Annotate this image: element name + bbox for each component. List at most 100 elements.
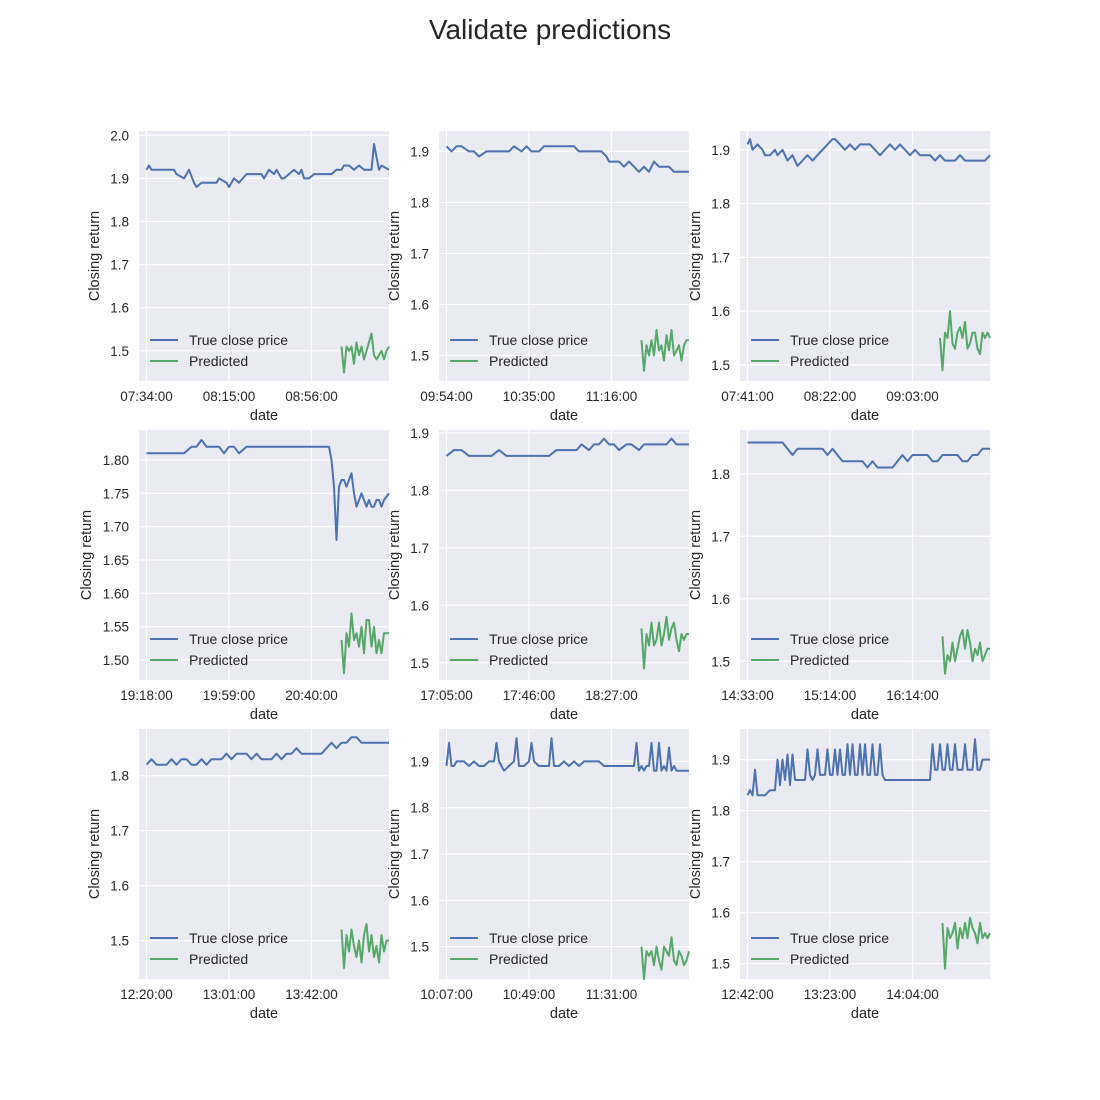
x-tick-label: 08:56:00 [285, 389, 338, 404]
x-tick-label: 08:15:00 [203, 389, 256, 404]
predicted-line [640, 936, 690, 980]
y-tick-label: 1.6 [410, 893, 429, 908]
x-tick-label: 08:22:00 [804, 389, 857, 404]
y-tick-label: 1.5 [711, 654, 730, 669]
y-tick-label: 1.80 [103, 453, 129, 468]
y-axis-label: Closing return [387, 211, 403, 301]
y-tick-label: 1.55 [103, 620, 129, 635]
y-tick-label: 1.5 [110, 344, 129, 359]
y-tick-label: 1.5 [110, 934, 129, 949]
legend-label: Predicted [189, 353, 248, 369]
legend-label: Predicted [489, 652, 548, 668]
y-tick-label: 1.9 [410, 754, 429, 769]
legend-label: Predicted [489, 951, 548, 967]
y-tick-label: 1.7 [410, 246, 429, 261]
y-tick-label: 1.9 [711, 753, 730, 768]
figure-title: Validate predictions [428, 14, 672, 45]
true-close-price-line [145, 142, 390, 188]
y-tick-label: 1.6 [711, 592, 730, 607]
predicted-line [939, 310, 991, 372]
legend-label: True close price [790, 332, 889, 348]
y-tick-label: 1.8 [711, 197, 730, 212]
y-tick-label: 1.70 [103, 520, 129, 535]
y-tick-label: 1.8 [110, 769, 129, 784]
x-tick-label: 18:27:00 [585, 688, 638, 703]
x-axis-label: date [250, 707, 278, 723]
y-tick-label: 1.8 [410, 801, 429, 816]
subplot-8: 10:07:00 10:49:00 11:31:00 1.5 1.6 1.7 1.8 1.9 d… [387, 729, 690, 1022]
y-tick-label: 2.0 [110, 128, 129, 143]
y-tick-label: 1.75 [103, 486, 129, 501]
y-tick-label: 1.50 [103, 653, 129, 668]
predicted-line [640, 329, 689, 372]
legend-label: Predicted [790, 353, 849, 369]
y-tick-label: 1.7 [711, 529, 730, 544]
y-tick-label: 1.8 [410, 483, 429, 498]
plot-area [740, 131, 990, 381]
y-tick-label: 1.9 [410, 144, 429, 159]
true-close-price-line [445, 737, 689, 772]
x-tick-label: 09:03:00 [886, 389, 939, 404]
y-axis-label: Closing return [79, 510, 95, 600]
legend-label: True close price [189, 332, 288, 348]
subplot-1: 07:34:00 08:15:00 08:56:00 1.5 1.6 1.7 1.8 1.9 2… [87, 128, 390, 424]
true-close-price-line [445, 437, 689, 457]
true-close-price-line [146, 439, 390, 541]
x-tick-label: 09:54:00 [420, 389, 473, 404]
true-close-price-line [445, 145, 689, 173]
legend-label: Predicted [790, 951, 849, 967]
y-tick-label: 1.7 [711, 855, 730, 870]
predicted-line [340, 923, 389, 969]
x-axis-label: date [250, 1006, 278, 1022]
x-axis-label: date [250, 408, 278, 424]
subplot-3: 07:41:00 08:22:00 09:03:00 1.5 1.6 1.7 1.8 1.9 d… [688, 131, 991, 424]
y-axis-label: Closing return [688, 510, 704, 600]
x-tick-label: 10:07:00 [420, 987, 473, 1002]
y-tick-label: 1.6 [711, 906, 730, 921]
true-close-price-line [747, 441, 990, 469]
predicted-line [340, 332, 390, 374]
x-axis-label: date [851, 707, 879, 723]
x-tick-label: 13:42:00 [285, 987, 338, 1002]
x-tick-label: 19:18:00 [120, 688, 173, 703]
y-tick-label: 1.5 [711, 957, 730, 972]
legend-label: True close price [489, 930, 588, 946]
y-tick-label: 1.7 [410, 541, 429, 556]
legend-label: Predicted [489, 353, 548, 369]
y-tick-label: 1.8 [711, 804, 730, 819]
x-tick-label: 12:20:00 [120, 987, 173, 1002]
y-tick-label: 1.9 [410, 426, 429, 441]
y-tick-label: 1.5 [410, 348, 429, 363]
plot-area [139, 131, 389, 381]
y-tick-label: 1.9 [711, 143, 730, 158]
y-axis-label: Closing return [387, 510, 403, 600]
y-tick-label: 1.5 [410, 656, 429, 671]
x-tick-label: 11:31:00 [586, 987, 638, 1002]
x-axis-label: date [550, 707, 578, 723]
y-tick-label: 1.6 [110, 879, 129, 894]
subplot-9: 12:42:00 13:23:00 14:04:00 1.5 1.6 1.7 1.8 1.9 d… [688, 729, 991, 1022]
predicted-line [941, 629, 990, 675]
predicted-line [640, 615, 689, 670]
legend-label: True close price [189, 631, 288, 647]
x-tick-label: 11:16:00 [586, 389, 638, 404]
x-tick-label: 20:40:00 [285, 688, 338, 703]
y-tick-label: 1.9 [110, 171, 129, 186]
x-tick-label: 14:04:00 [886, 987, 939, 1002]
predicted-line [941, 916, 991, 970]
plot-area [439, 131, 689, 381]
y-tick-label: 1.7 [410, 847, 429, 862]
x-tick-label: 07:34:00 [120, 389, 173, 404]
subplot-5: 17:05:00 17:46:00 18:27:00 1.5 1.6 1.7 1.8 1.9 d… [387, 426, 689, 723]
x-tick-label: 07:41:00 [721, 389, 774, 404]
y-tick-label: 1.8 [110, 215, 129, 230]
x-tick-label: 17:05:00 [420, 688, 473, 703]
legend-label: True close price [790, 631, 889, 647]
y-tick-label: 1.60 [103, 586, 129, 601]
x-tick-label: 14:33:00 [721, 688, 774, 703]
x-axis-label: date [550, 408, 578, 424]
y-tick-label: 1.8 [410, 195, 429, 210]
y-tick-label: 1.7 [711, 250, 730, 265]
legend-label: Predicted [189, 951, 248, 967]
